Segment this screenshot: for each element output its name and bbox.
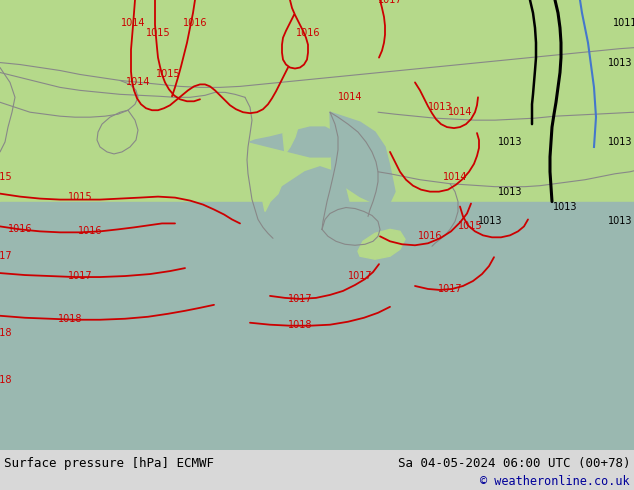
- Text: 1011: 1011: [612, 18, 634, 28]
- Polygon shape: [283, 112, 298, 154]
- Text: 1013: 1013: [608, 57, 632, 68]
- Text: 1017: 1017: [347, 271, 372, 281]
- Polygon shape: [358, 229, 405, 259]
- Text: 1013: 1013: [428, 102, 452, 112]
- Text: Surface pressure [hPa] ECMWF: Surface pressure [hPa] ECMWF: [4, 457, 214, 470]
- Text: 1016: 1016: [78, 226, 102, 236]
- Text: 1015: 1015: [68, 192, 93, 201]
- Text: 1013: 1013: [608, 217, 632, 226]
- Text: 1018: 1018: [0, 375, 12, 385]
- Text: 1014: 1014: [126, 77, 150, 87]
- Text: 1018: 1018: [288, 319, 313, 330]
- Text: 1014: 1014: [443, 172, 467, 182]
- Text: 1017: 1017: [0, 251, 12, 261]
- Text: 1015: 1015: [146, 28, 171, 38]
- Text: 1015: 1015: [156, 70, 180, 79]
- Text: 1013: 1013: [553, 201, 577, 212]
- Polygon shape: [0, 236, 340, 450]
- Polygon shape: [265, 167, 350, 236]
- Polygon shape: [0, 0, 634, 201]
- Text: 1016: 1016: [183, 18, 207, 28]
- Polygon shape: [260, 167, 282, 212]
- Text: 1014: 1014: [120, 18, 145, 28]
- Text: © weatheronline.co.uk: © weatheronline.co.uk: [481, 475, 630, 489]
- Text: Sa 04-05-2024 06:00 UTC (00+78): Sa 04-05-2024 06:00 UTC (00+78): [398, 457, 630, 470]
- Text: 1014: 1014: [338, 92, 362, 102]
- Text: 1014: 1014: [448, 107, 472, 117]
- Polygon shape: [250, 127, 340, 157]
- Text: 1013: 1013: [608, 137, 632, 147]
- Text: 1017: 1017: [288, 294, 313, 304]
- Text: 1018: 1018: [58, 314, 82, 324]
- Text: 1013: 1013: [498, 187, 522, 196]
- Text: 1013: 1013: [498, 137, 522, 147]
- Text: 1017: 1017: [437, 284, 462, 294]
- Polygon shape: [330, 112, 395, 207]
- Text: 1013: 1013: [478, 217, 502, 226]
- Polygon shape: [0, 201, 634, 450]
- Text: 1017: 1017: [68, 271, 93, 281]
- Text: 1018: 1018: [0, 328, 12, 338]
- Text: 1016: 1016: [418, 231, 443, 242]
- Text: 1015: 1015: [458, 221, 482, 231]
- Text: 1016: 1016: [295, 28, 320, 38]
- Polygon shape: [0, 256, 460, 450]
- Text: 1016: 1016: [8, 224, 32, 234]
- Text: 1017: 1017: [378, 0, 403, 5]
- Text: 1015: 1015: [0, 172, 12, 182]
